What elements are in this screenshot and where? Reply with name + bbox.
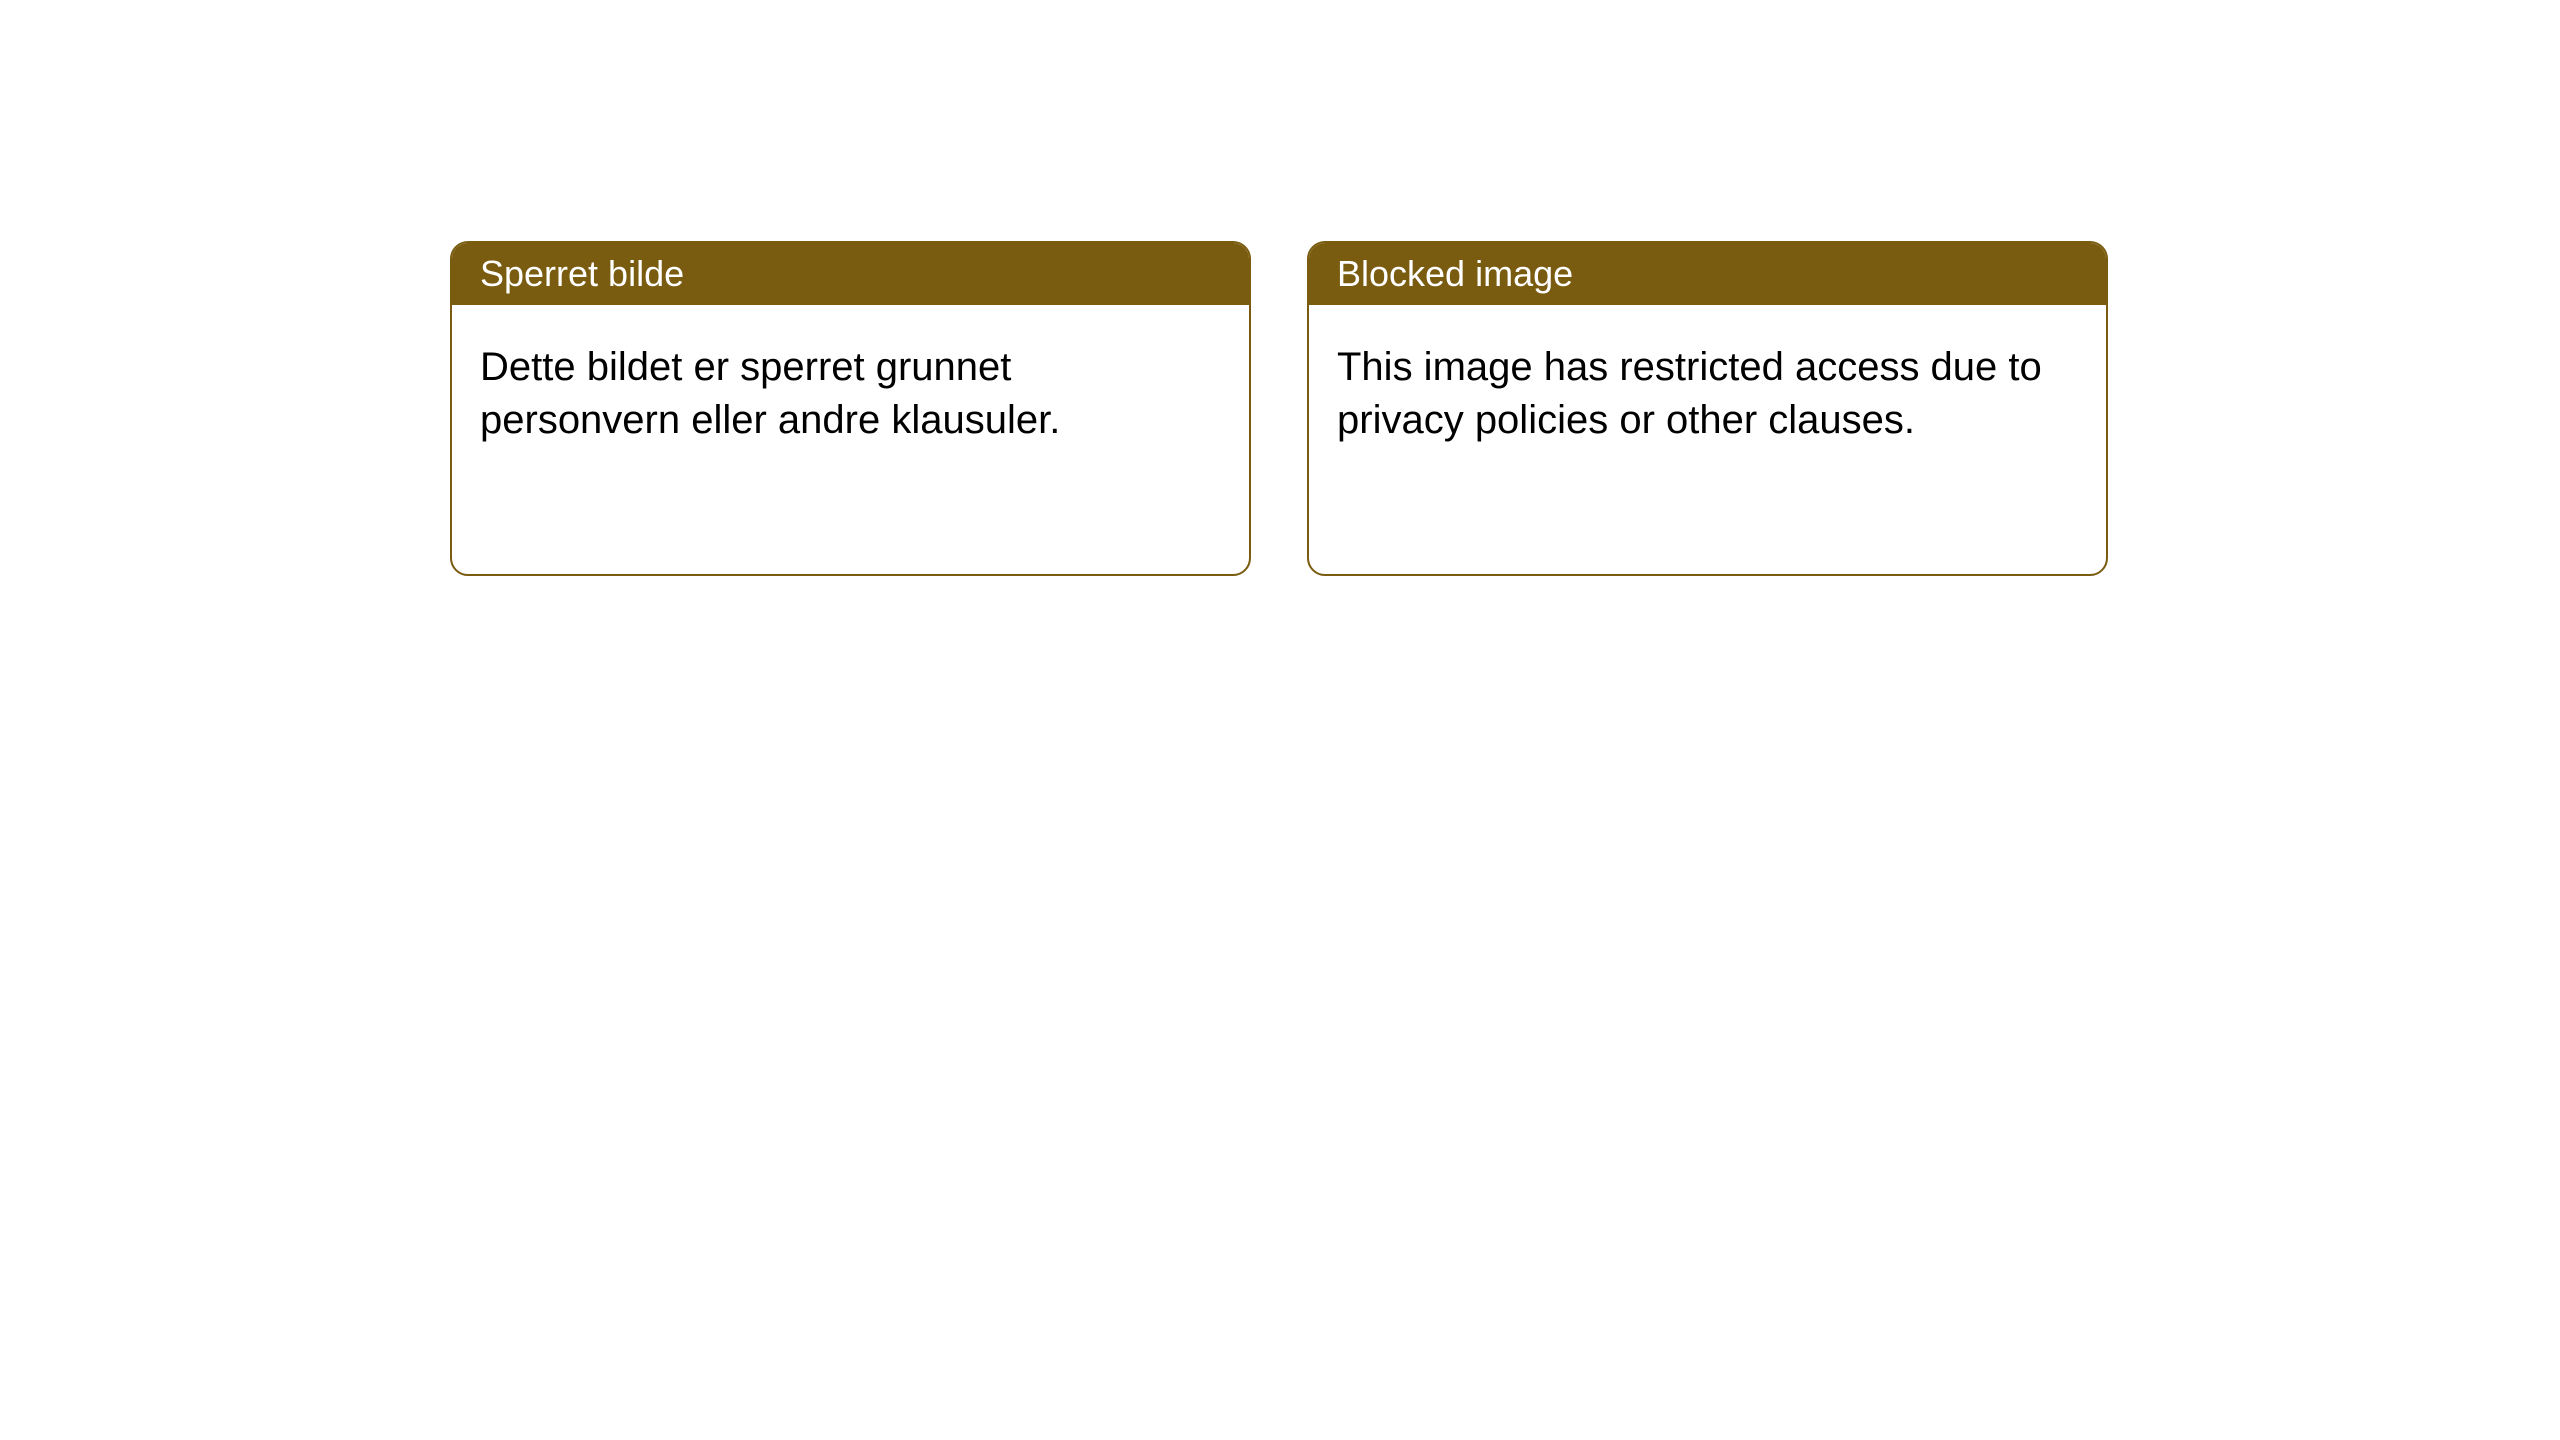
card-body: This image has restricted access due to … (1309, 305, 2106, 483)
card-header: Sperret bilde (452, 243, 1249, 305)
notice-card-norwegian: Sperret bilde Dette bildet er sperret gr… (450, 241, 1251, 576)
card-title: Sperret bilde (480, 253, 684, 294)
card-title: Blocked image (1337, 253, 1573, 294)
card-body-text: Dette bildet er sperret grunnet personve… (480, 345, 1060, 442)
notice-cards-container: Sperret bilde Dette bildet er sperret gr… (450, 241, 2108, 576)
notice-card-english: Blocked image This image has restricted … (1307, 241, 2108, 576)
card-body: Dette bildet er sperret grunnet personve… (452, 305, 1249, 483)
card-header: Blocked image (1309, 243, 2106, 305)
card-body-text: This image has restricted access due to … (1337, 345, 2042, 442)
